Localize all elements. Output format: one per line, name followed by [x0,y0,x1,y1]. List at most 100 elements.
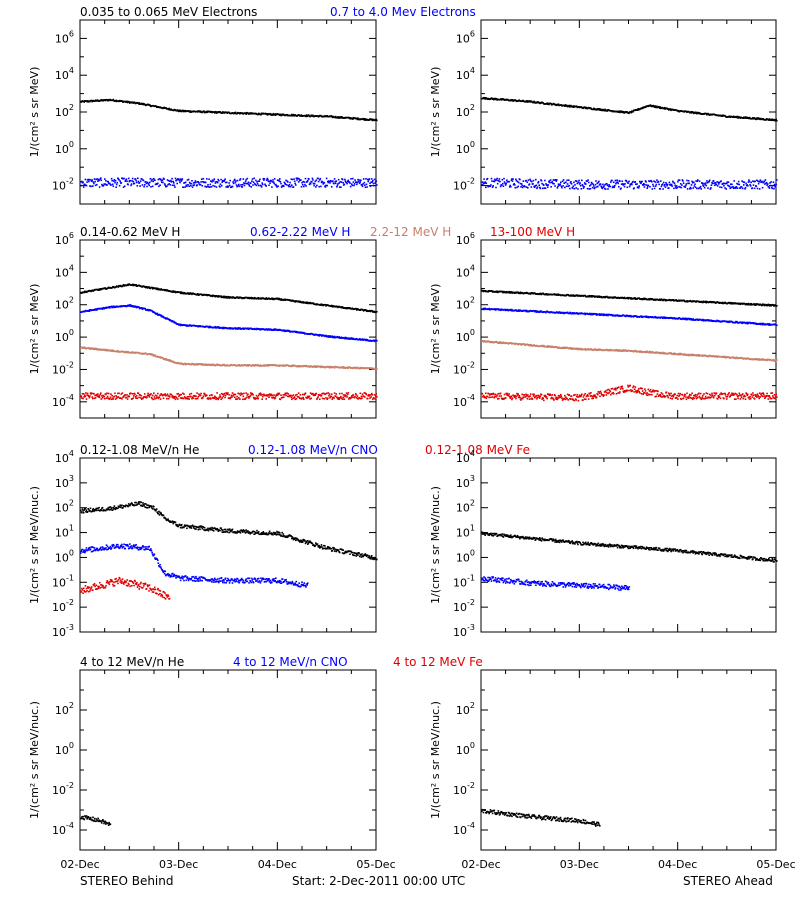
data-point [102,306,105,309]
data-point [150,396,153,399]
data-point [130,304,132,306]
data-point [549,179,552,181]
data-point [315,186,317,188]
data-point [277,297,279,300]
data-point [498,180,500,182]
data-point [188,293,191,295]
data-point [693,185,696,187]
data-point [373,397,375,399]
data-point [353,396,356,399]
data-point [292,365,294,367]
data-point [496,290,498,292]
data-point [149,178,152,180]
data-point [222,395,225,398]
data-point [236,179,239,182]
y-tick-label: 10-2 [52,360,74,376]
data-point [232,395,234,397]
data-point [94,184,97,187]
data-point [606,110,609,112]
data-point [309,398,311,400]
data-point [191,293,193,296]
data-point [636,183,638,185]
data-point [740,186,743,188]
data-point [655,183,658,186]
data-point [504,308,506,311]
data-point [90,180,93,182]
data-point [239,394,242,397]
data-point [355,394,358,396]
data-point [674,184,676,186]
data-point [301,181,303,184]
data-point [259,178,261,181]
data-point [342,394,345,396]
data-point [489,185,492,187]
data-point [516,180,519,183]
data-point [340,397,343,400]
data-point [169,360,171,362]
data-point [171,184,174,187]
data-point [100,398,103,400]
data-point [728,185,731,188]
data-point [336,305,339,308]
data-point [83,101,85,103]
data-point [540,102,542,104]
data-point [555,180,558,182]
data-point [341,392,343,395]
data-point [521,184,523,187]
data-point [310,397,312,400]
data-point [494,178,496,181]
data-point [643,183,645,185]
data-point [338,182,340,184]
data-point [110,184,112,186]
data-point [162,181,164,184]
data-point [149,353,152,355]
data-point [761,180,763,183]
data-point [268,393,271,395]
data-point [622,110,625,113]
data-point [179,291,181,293]
data-point [736,182,738,185]
data-point [547,102,550,105]
data-point [752,117,754,119]
data-point [277,179,280,182]
data-point [133,395,135,397]
data-point [251,393,254,395]
data-point [195,397,198,400]
row-title-1-1: 0.62-2.22 MeV H [250,225,350,239]
data-point [585,106,588,109]
data-point [573,105,575,107]
data-point [590,183,592,186]
data-point [774,184,777,187]
y-tick-label: 10-2 [453,360,475,376]
data-point [739,187,742,189]
data-point [774,185,776,188]
data-point [675,187,677,189]
data-point [265,179,268,181]
data-point [121,285,124,288]
data-point [135,284,137,286]
data-point [239,179,241,181]
data-point [200,392,202,395]
data-point [548,180,551,182]
data-point [272,179,274,181]
data-point [759,179,762,181]
y-tick-label: 102 [55,296,74,312]
data-point [211,181,213,183]
data-point [245,178,247,181]
data-point [135,306,138,309]
data-point [179,324,182,327]
data-point [226,393,229,395]
data-point [668,108,671,110]
data-point [100,177,102,179]
data-point [242,178,245,180]
data-point [595,180,597,182]
data-point [250,392,252,394]
data-point [355,367,358,370]
data-point [215,396,218,399]
data-point [359,392,362,395]
data-point [174,177,177,180]
data-point [509,184,511,187]
data-point [272,112,275,115]
data-point [753,187,756,190]
data-point [239,327,241,329]
